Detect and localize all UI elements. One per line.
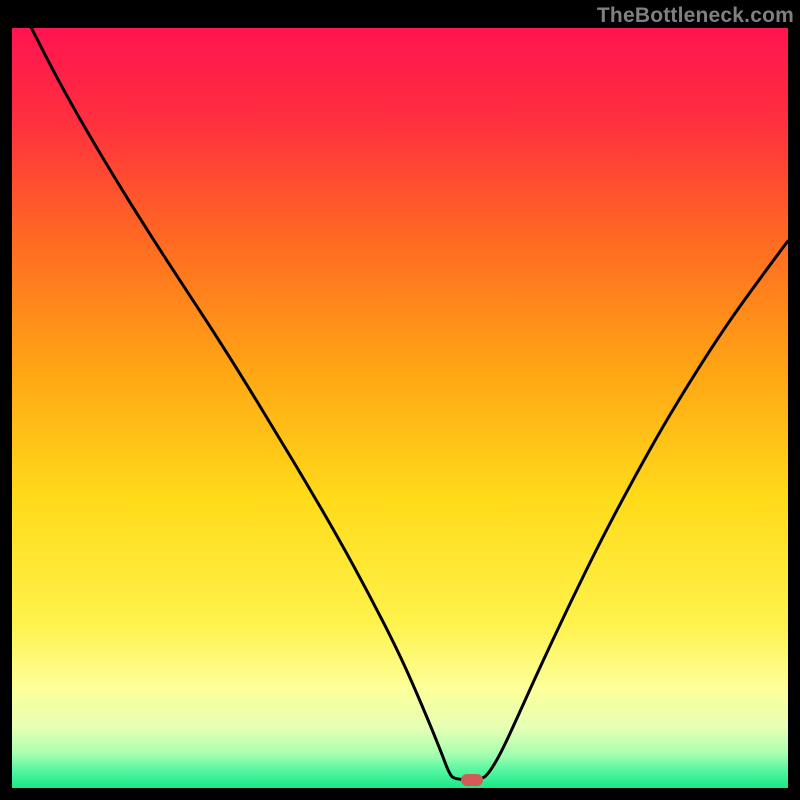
minimum-marker	[461, 774, 483, 786]
plot-area	[12, 28, 788, 788]
chart-svg	[12, 28, 788, 788]
watermark-text: TheBottleneck.com	[597, 4, 794, 28]
bottleneck-curve	[31, 28, 788, 780]
